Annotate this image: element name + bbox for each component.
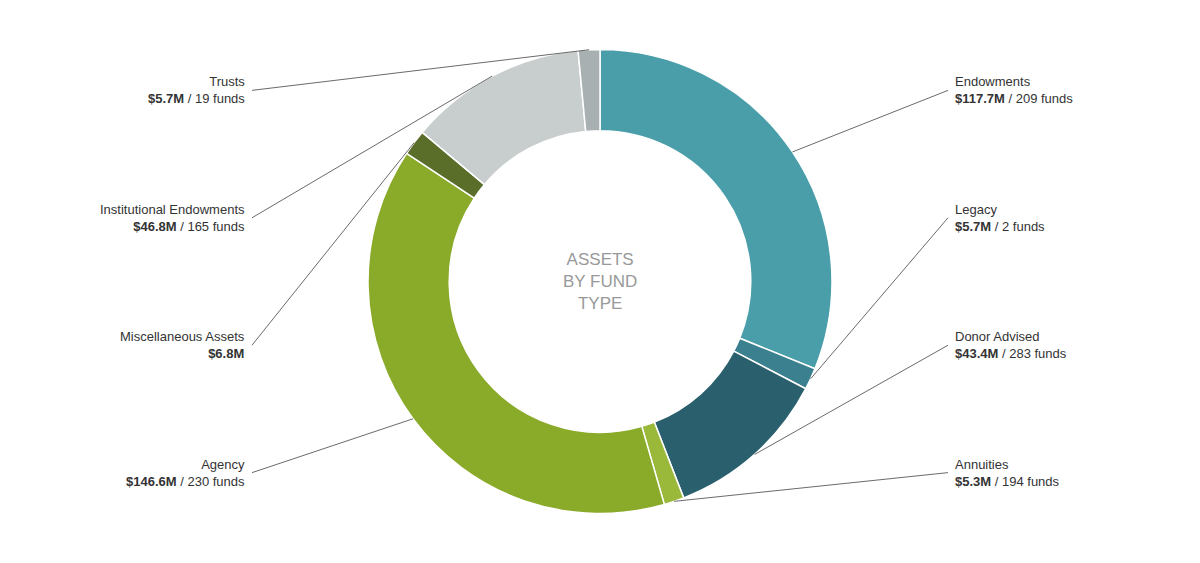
svg-text:Trusts$5.7M / 19 funds: Trusts$5.7M / 19 funds [148,74,245,106]
svg-text:Annuities$5.3M / 194 funds: Annuities$5.3M / 194 funds [955,457,1060,489]
svg-text:ASSETSBY FUNDTYPE: ASSETSBY FUNDTYPE [563,250,637,313]
svg-text:Endowments$117.7M / 209 funds: Endowments$117.7M / 209 funds [955,74,1073,106]
svg-text:Donor Advised$43.4M / 283 fund: Donor Advised$43.4M / 283 funds [955,329,1067,361]
svg-text:Institutional Endowments$46.8M: Institutional Endowments$46.8M / 165 fun… [100,202,245,234]
svg-text:Legacy$5.7M / 2 funds: Legacy$5.7M / 2 funds [955,202,1045,234]
svg-text:Agency$146.6M / 230 funds: Agency$146.6M / 230 funds [126,457,245,489]
svg-text:Miscellaneous Assets$6.8M: Miscellaneous Assets$6.8M [120,329,245,361]
